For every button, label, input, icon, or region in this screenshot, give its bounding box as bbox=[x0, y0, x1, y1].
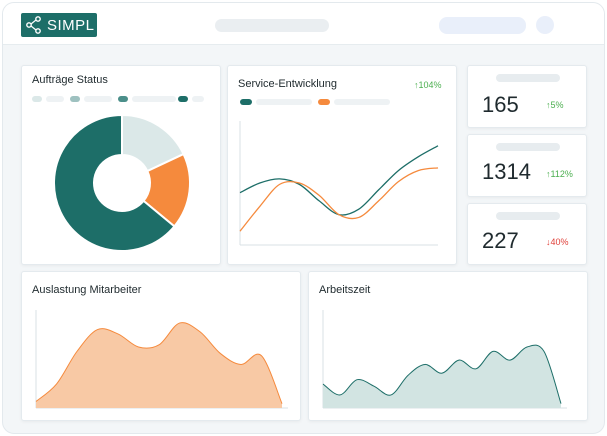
pie-slice bbox=[53, 113, 176, 252]
legend-label-placeholder bbox=[334, 99, 390, 105]
line-chart bbox=[239, 121, 439, 246]
user-menu-placeholder[interactable] bbox=[439, 17, 526, 34]
series-line bbox=[239, 167, 439, 232]
kpi-label-placeholder bbox=[496, 74, 560, 82]
kpi-change: ↑5% bbox=[546, 100, 564, 110]
auftraege-card: Aufträge Status bbox=[21, 65, 221, 265]
card-title: Aufträge Status bbox=[32, 74, 108, 86]
area-chart bbox=[35, 310, 288, 409]
legend-swatch bbox=[118, 96, 128, 102]
card-title: Auslastung Mitarbeiter bbox=[32, 284, 142, 296]
kpi-card: 227 ↓40% bbox=[467, 203, 587, 265]
area-line bbox=[35, 322, 283, 404]
series-line bbox=[239, 145, 439, 216]
avatar[interactable] bbox=[536, 16, 554, 34]
arbeitszeit-card: Arbeitszeit bbox=[308, 271, 588, 421]
area-fill bbox=[36, 322, 282, 408]
kpi-value: 1314 bbox=[482, 159, 531, 184]
area-chart bbox=[322, 310, 567, 409]
service-card: Service-Entwicklung ↑104% bbox=[227, 65, 457, 265]
kpi-card: 165 ↑5% bbox=[467, 65, 587, 128]
card-title: Service-Entwicklung bbox=[238, 78, 338, 90]
legend-label-placeholder bbox=[192, 96, 204, 102]
donut-chart bbox=[53, 113, 191, 252]
area-fill bbox=[323, 345, 561, 408]
area-line bbox=[322, 344, 562, 404]
legend-swatch bbox=[318, 99, 330, 105]
kpi-card: 1314 ↑112% bbox=[467, 134, 587, 197]
change-indicator: ↑104% bbox=[414, 80, 442, 90]
card-title: Arbeitszeit bbox=[319, 284, 371, 296]
legend-swatch bbox=[240, 99, 252, 105]
kpi-label-placeholder bbox=[496, 143, 560, 151]
network-icon bbox=[26, 16, 41, 34]
top-bar: SIMPL bbox=[3, 3, 604, 45]
legend-swatch bbox=[32, 96, 42, 102]
legend-label-placeholder bbox=[46, 96, 64, 102]
kpi-label-placeholder bbox=[496, 212, 560, 220]
legend-label-placeholder bbox=[84, 96, 112, 102]
kpi-change: ↑112% bbox=[546, 169, 573, 179]
legend-label-placeholder bbox=[132, 96, 176, 102]
search-bar-placeholder[interactable] bbox=[215, 19, 329, 32]
kpi-change: ↓40% bbox=[546, 237, 569, 247]
kpi-value: 165 bbox=[482, 92, 519, 117]
app-logo[interactable]: SIMPL bbox=[21, 13, 97, 37]
logo-text: SIMPL bbox=[47, 16, 95, 34]
kpi-value: 227 bbox=[482, 228, 519, 253]
legend-label-placeholder bbox=[256, 99, 312, 105]
auslastung-card: Auslastung Mitarbeiter bbox=[21, 271, 301, 421]
legend-swatch bbox=[70, 96, 80, 102]
legend-swatch bbox=[178, 96, 188, 102]
